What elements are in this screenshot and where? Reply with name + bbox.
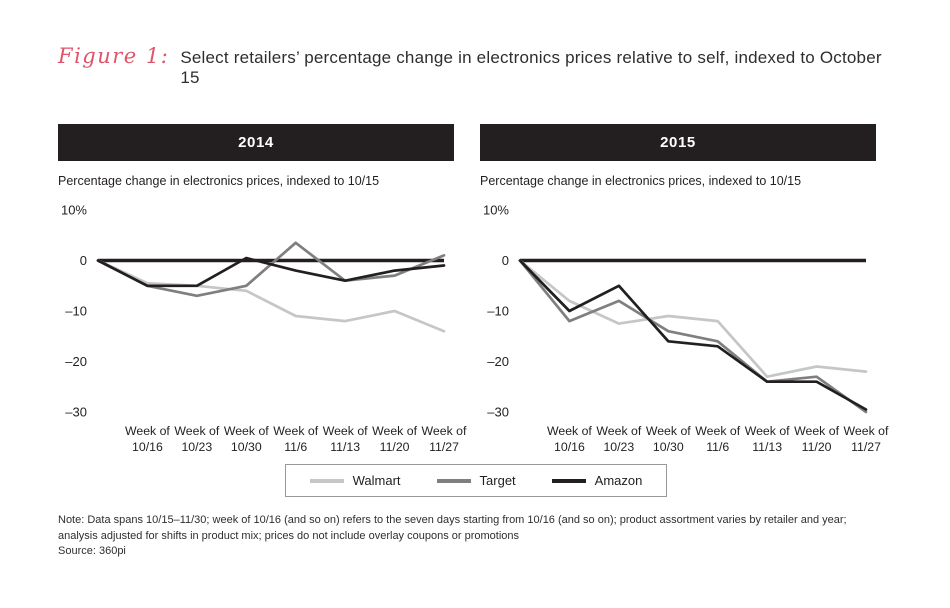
x-tick-label-date: 11/20 xyxy=(802,440,832,454)
x-tick-label-week: Week of xyxy=(273,424,318,438)
x-tick-label-week: Week of xyxy=(174,424,219,438)
chart-2015: 10% 0 –10 –20 –30 Week of 10/16 Week of 10/23 Wee… xyxy=(483,203,889,455)
amazon-swatch-rect xyxy=(551,478,586,483)
walmart-swatch-rect xyxy=(309,478,344,483)
series-line-target xyxy=(518,259,868,414)
x-tick-label-date: 11/13 xyxy=(752,440,782,454)
note-text: Note: Data spans 10/15–11/30; week of 10… xyxy=(58,514,847,542)
x-tick-label-date: 11/27 xyxy=(429,440,459,454)
charts-row: 2014 Percentage change in electronics pr… xyxy=(58,124,894,458)
x-tick-label-date: 11/27 xyxy=(851,440,881,454)
x-tick-label-week: Week of xyxy=(745,424,790,438)
target-swatch-rect xyxy=(436,478,471,483)
x-tick-label-week: Week of xyxy=(547,424,592,438)
x-tick-label-week: Week of xyxy=(372,424,417,438)
panel-2015: 2015 Percentage change in electronics pr… xyxy=(480,124,889,458)
legend: Walmart Target Amazon xyxy=(284,464,668,497)
y-tick-label: –30 xyxy=(65,405,87,420)
x-tick-label-week: Week of xyxy=(125,424,170,438)
x-tick-label-week: Week of xyxy=(695,424,740,438)
x-tick-label-date: 10/16 xyxy=(132,440,163,454)
x-tick-label-date: 11/20 xyxy=(380,440,410,454)
y-tick-label: –10 xyxy=(65,304,87,319)
panel-2014: 2014 Percentage change in electronics pr… xyxy=(58,124,467,458)
panel-subtitle-2015: Percentage change in electronics prices,… xyxy=(480,174,802,188)
chart-2014: 10% 0 –10 –20 –30 Week of 10/16 Week of 10/23 Wee… xyxy=(61,203,467,455)
y-tick-label: 10% xyxy=(483,203,509,218)
x-tick-label-date: 10/23 xyxy=(181,440,212,454)
legend-item-target: Target xyxy=(436,473,516,488)
x-tick-label-date: 10/30 xyxy=(231,440,262,454)
series-line-target xyxy=(96,241,446,298)
amazon-line-swatch xyxy=(551,478,586,483)
x-tick-label-date: 10/30 xyxy=(653,440,684,454)
legend-label-amazon: Amazon xyxy=(594,473,643,488)
series-line-amazon xyxy=(96,256,446,288)
year-header-2015: 2015 xyxy=(480,124,876,161)
legend-label-target: Target xyxy=(479,473,516,488)
series-line-amazon xyxy=(518,259,868,411)
legend-item-walmart: Walmart xyxy=(309,473,401,488)
panel-subtitle-2014: Percentage change in electronics prices,… xyxy=(58,174,380,188)
legend-label-walmart: Walmart xyxy=(352,473,401,488)
x-tick-label-week: Week of xyxy=(323,424,368,438)
source-text: Source: 360pi xyxy=(58,545,126,558)
y-tick-label: 10% xyxy=(61,203,87,218)
x-tick-label-week: Week of xyxy=(844,424,889,438)
year-header-2014: 2014 xyxy=(58,124,454,161)
x-tick-label-date: 11/6 xyxy=(706,440,729,454)
x-tick-label-week: Week of xyxy=(422,424,467,438)
figure-title: Select retailers’ percentage change in e… xyxy=(180,48,882,87)
legend-row: Walmart Target Amazon xyxy=(58,464,894,497)
x-tick-label-date: 10/16 xyxy=(554,440,585,454)
target-line-swatch xyxy=(436,478,471,483)
y-tick-label: –30 xyxy=(487,405,509,420)
series-line-walmart xyxy=(96,259,446,333)
y-tick-label: –20 xyxy=(65,354,87,369)
x-tick-label-week: Week of xyxy=(224,424,269,438)
legend-item-amazon: Amazon xyxy=(551,473,643,488)
figure-label: Figure 1: xyxy=(58,44,170,68)
x-tick-label-week: Week of xyxy=(646,424,691,438)
series-line-walmart xyxy=(518,259,868,379)
x-tick-label-week: Week of xyxy=(596,424,641,438)
figure-title-row: Figure 1: Select retailers’ percentage c… xyxy=(58,44,894,88)
x-tick-label-date: 11/13 xyxy=(330,440,360,454)
x-tick-label-date: 11/6 xyxy=(284,440,307,454)
x-tick-label-date: 10/23 xyxy=(603,440,634,454)
y-tick-label: 0 xyxy=(502,253,509,268)
y-tick-label: –10 xyxy=(487,304,509,319)
y-tick-label: 0 xyxy=(80,253,87,268)
x-tick-label-week: Week of xyxy=(794,424,839,438)
y-tick-label: –20 xyxy=(487,354,509,369)
walmart-line-swatch xyxy=(309,478,344,483)
